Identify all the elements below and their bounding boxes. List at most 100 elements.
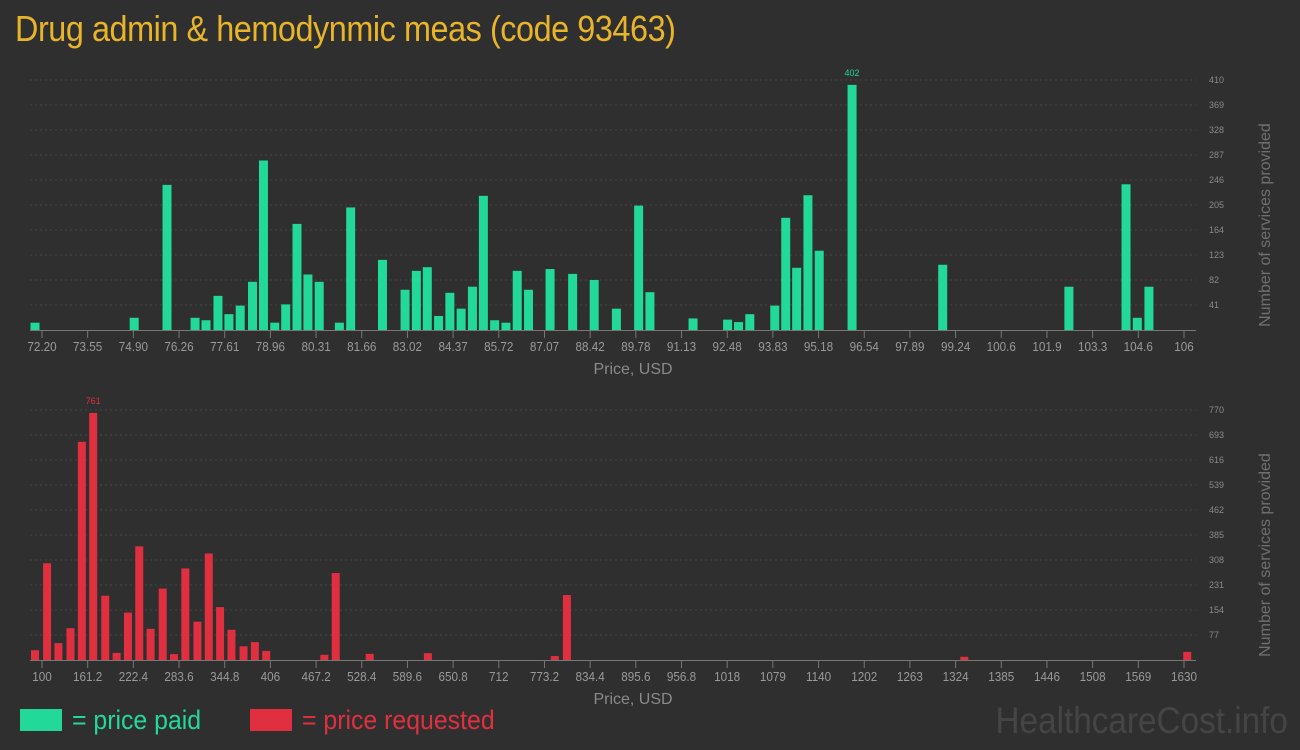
requested-bar — [320, 654, 329, 660]
requested-bar — [562, 595, 571, 660]
paid-bar — [781, 217, 791, 330]
requested-bar — [146, 628, 155, 660]
requested-x-axis-title: Price, USD — [593, 691, 672, 708]
requested-bar — [54, 643, 63, 660]
requested-x-tick-label: 222.4 — [119, 669, 148, 684]
legend-paid-label: = price paid — [72, 704, 202, 735]
requested-bar — [123, 612, 132, 660]
paid-bar — [792, 267, 802, 330]
paid-bar — [524, 289, 534, 330]
paid-x-tick-label: 78.96 — [256, 339, 285, 354]
paid-bar — [213, 295, 223, 330]
paid-bar — [292, 223, 302, 330]
paid-y-tick-label: 410 — [1209, 75, 1224, 85]
requested-bar — [1183, 651, 1192, 660]
requested-y-tick-label: 231 — [1209, 580, 1224, 590]
requested-bar — [101, 595, 110, 660]
paid-y-tick-label: 205 — [1209, 200, 1224, 210]
requested-bar — [227, 629, 236, 660]
requested-bar — [158, 588, 167, 660]
legend-requested: = price requested — [250, 705, 511, 735]
paid-bar — [377, 259, 387, 330]
requested-y-tick-label: 77 — [1209, 630, 1219, 640]
paid-bar — [1132, 317, 1142, 330]
paid-y-tick-label: 164 — [1209, 225, 1224, 235]
paid-bar — [723, 319, 733, 330]
requested-x-tick-label: 528.4 — [347, 669, 376, 684]
paid-x-tick-label: 81.66 — [347, 339, 376, 354]
paid-x-tick-label: 104.6 — [1124, 339, 1153, 354]
requested-x-tick-label: 956.8 — [667, 669, 696, 684]
requested-bar — [43, 563, 52, 660]
requested-y-tick-label: 462 — [1209, 505, 1224, 515]
paid-x-tick-label: 99.24 — [941, 339, 970, 354]
paid-bar — [201, 320, 211, 330]
requested-x-tick-label: 1324 — [943, 669, 969, 684]
paid-swatch — [20, 709, 62, 731]
paid-bar — [770, 305, 780, 330]
paid-bar — [303, 274, 313, 330]
paid-bar — [190, 317, 200, 330]
requested-bar — [89, 412, 98, 660]
paid-bar — [501, 322, 511, 330]
requested-x-tick-label: 161.2 — [73, 669, 102, 684]
paid-bar — [224, 314, 234, 330]
paid-x-tick-label: 93.83 — [758, 339, 787, 354]
legend-paid: = price paid — [20, 705, 212, 735]
paid-bar — [611, 308, 621, 330]
requested-x-tick-label: 650.8 — [438, 669, 467, 684]
requested-x-tick-label: 467.2 — [301, 669, 330, 684]
paid-bar — [1121, 184, 1131, 330]
paid-bar — [411, 270, 421, 330]
requested-histogram: 77 154 231 308 385 462 539 616 693 770 100 161.2 222… — [30, 396, 1274, 708]
paid-y-tick-label: 328 — [1209, 125, 1224, 135]
paid-bar — [634, 205, 644, 330]
paid-bar — [400, 289, 410, 330]
requested-bar — [193, 621, 202, 660]
requested-bar — [423, 653, 432, 660]
paid-x-tick-label: 92.48 — [713, 339, 742, 354]
requested-bar — [135, 546, 144, 660]
paid-x-tick-label: 88.42 — [576, 339, 605, 354]
requested-bar — [31, 650, 39, 660]
paid-x-tick-label: 106 — [1174, 339, 1194, 354]
requested-x-tick-label: 834.4 — [576, 669, 605, 684]
paid-bar — [688, 318, 698, 330]
legend-requested-label: = price requested — [302, 704, 495, 735]
paid-bar — [803, 195, 813, 330]
requested-x-tick-label: 1140 — [806, 669, 831, 684]
requested-bar — [365, 653, 374, 660]
requested-bar — [331, 572, 340, 660]
requested-x-tick-label: 1018 — [714, 669, 740, 684]
paid-y-tick-label: 82 — [1209, 275, 1219, 285]
chart-title: Drug admin & hemodynmic meas (code 93463… — [15, 8, 676, 49]
paid-bar — [248, 281, 258, 330]
requested-bar — [216, 607, 225, 660]
paid-bar — [589, 280, 599, 330]
requested-x-tick-label: 406 — [261, 669, 281, 684]
paid-x-tick-label: 87.07 — [530, 339, 559, 354]
paid-bar — [258, 160, 268, 330]
requested-x-tick-label: 1630 — [1171, 669, 1197, 684]
paid-y-axis-title: Number of services provided — [1257, 123, 1274, 327]
requested-bar — [170, 654, 179, 660]
paid-bar — [545, 269, 555, 330]
requested-x-tick-label: 589.6 — [393, 669, 422, 684]
paid-x-tick-label: 103.3 — [1078, 339, 1107, 354]
requested-y-axis-title: Number of services provided — [1257, 453, 1274, 657]
paid-x-tick-label: 77.61 — [210, 339, 239, 354]
requested-bar — [550, 656, 559, 660]
requested-x-tick-label: 1202 — [851, 669, 877, 684]
paid-bar — [422, 267, 432, 330]
paid-bar — [434, 315, 444, 330]
requested-bar — [960, 656, 969, 660]
paid-bar — [129, 317, 139, 330]
paid-y-tick-label: 123 — [1209, 250, 1224, 260]
paid-bar — [314, 281, 324, 330]
requested-swatch — [250, 709, 292, 731]
requested-y-tick-label: 385 — [1209, 530, 1224, 540]
paid-x-tick-label: 100.6 — [987, 339, 1016, 354]
paid-bar — [235, 305, 245, 330]
paid-bar — [270, 322, 280, 330]
